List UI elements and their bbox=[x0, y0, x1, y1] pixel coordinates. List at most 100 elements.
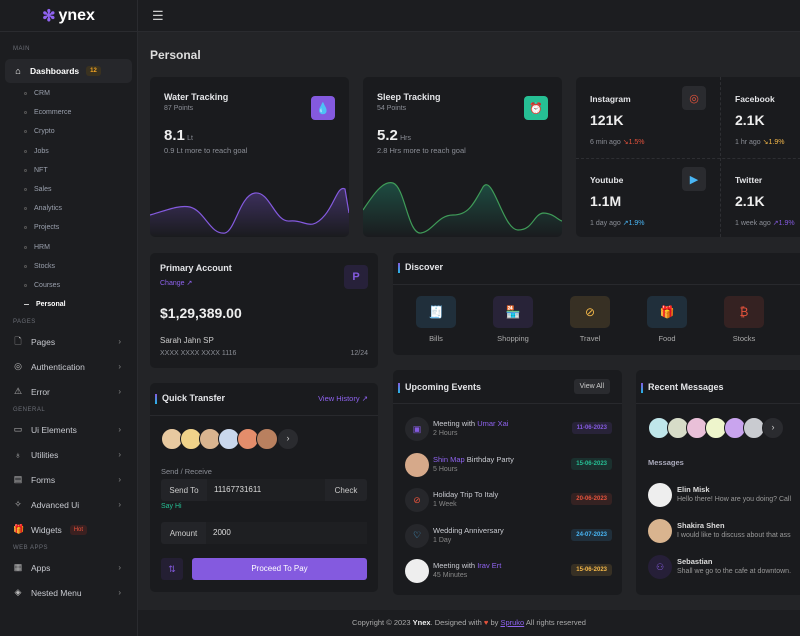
sidebar-subitem-jobs[interactable]: Jobs bbox=[0, 142, 137, 161]
event-item[interactable]: Shin Map Birthday Party 5 Hours 15-06-2023 bbox=[405, 452, 612, 483]
sidebar-subitem-projects[interactable]: Projects bbox=[0, 218, 137, 237]
avatar[interactable] bbox=[256, 428, 278, 450]
sidebar-subitem-hrm[interactable]: HRM bbox=[0, 238, 137, 257]
sidebar-subitem-stocks[interactable]: Stocks bbox=[0, 257, 137, 276]
sidebar-subitem-nft[interactable]: NFT bbox=[0, 161, 137, 180]
bullet-icon bbox=[24, 245, 27, 249]
dashboards-badge: 12 bbox=[86, 66, 101, 76]
unit: Hrs bbox=[400, 135, 411, 142]
section-main: MAIN bbox=[13, 46, 30, 52]
message-item[interactable]: Shakira Shen I would like to discuss abou… bbox=[648, 519, 800, 545]
next-arrow-icon[interactable]: › bbox=[277, 428, 299, 450]
brand-logo[interactable]: ✻ ynex bbox=[0, 0, 137, 32]
social-instagram: Instagram ◎ 121K 6 min ago ↘1.5% bbox=[590, 77, 720, 158]
home-icon: ⌂ bbox=[15, 66, 21, 76]
chevron-right-icon: › bbox=[118, 425, 121, 435]
discover-shopping[interactable]: 🏪 Shopping bbox=[493, 296, 533, 343]
card-number: XXXX XXXX XXXX 1116 bbox=[160, 350, 237, 357]
change-indicator: ↗1.9% bbox=[622, 220, 645, 227]
event-icon: ▣ bbox=[405, 417, 429, 441]
sidebar-subitem-courses[interactable]: Courses bbox=[0, 276, 137, 295]
warning-icon: ⚠ bbox=[13, 386, 23, 397]
next-arrow-icon[interactable]: › bbox=[762, 417, 784, 439]
avatar bbox=[405, 452, 429, 477]
amount-input[interactable]: 2000 bbox=[206, 522, 367, 544]
change-indicator: ↘1.5% bbox=[622, 139, 645, 146]
send-to-input[interactable]: 11167731611 bbox=[207, 479, 325, 501]
proceed-to-pay-button[interactable]: Proceed To Pay bbox=[192, 558, 367, 580]
bullet-icon bbox=[24, 111, 27, 115]
event-item[interactable]: ▣ Meeting with Umar Xai 2 Hours 11-06-2023 bbox=[405, 417, 612, 447]
sidebar-subitem-personal[interactable]: Personal bbox=[0, 295, 137, 314]
discover-stocks[interactable]: ₿ Stocks bbox=[724, 296, 764, 343]
change-link[interactable]: Change ↗ bbox=[160, 280, 193, 287]
bullet-icon bbox=[24, 283, 27, 287]
sidebar-item-error[interactable]: ⚠ Error › bbox=[13, 386, 121, 397]
sidebar-item-widgets[interactable]: 🎁 Widgets Hot bbox=[0, 517, 137, 542]
discover-food[interactable]: 🎁 Food bbox=[647, 296, 687, 343]
sidebar-subitem-crm[interactable]: CRM bbox=[0, 84, 137, 103]
sidebar-item-dashboards[interactable]: ⌂ Dashboards 12 bbox=[5, 59, 132, 83]
sidebar-subitem-ecommerce[interactable]: Ecommerce bbox=[0, 103, 137, 122]
message-item[interactable]: ⚇ Sebastian Shall we go to the cafe at dow… bbox=[648, 555, 800, 581]
chevron-right-icon: › bbox=[118, 588, 121, 598]
event-icon: ♡ bbox=[405, 523, 429, 548]
bullet-icon bbox=[24, 303, 29, 306]
send-to-label: Send To bbox=[169, 485, 199, 495]
card-title: Quick Transfer bbox=[162, 393, 226, 403]
sidebar-item-advanced-ui[interactable]: ✧ Advanced Ui › bbox=[14, 499, 121, 510]
discover-bills[interactable]: 🧾 Bills bbox=[416, 296, 456, 343]
bullet-icon bbox=[24, 168, 27, 172]
sidebar-item-apps[interactable]: ▦ Apps › bbox=[13, 562, 121, 573]
message-avatars: › bbox=[648, 417, 784, 439]
points: 54 Points bbox=[377, 105, 407, 112]
discover-travel[interactable]: ⊘ Travel bbox=[570, 296, 610, 343]
sidebar-item-nested-menu[interactable]: ◈ Nested Menu › bbox=[14, 587, 121, 598]
social-youtube: Youtube ▶ 1.1M 1 day ago ↗1.9% bbox=[590, 158, 720, 237]
instagram-icon: ◎ bbox=[682, 86, 706, 110]
change-indicator: ↘1.9% bbox=[762, 139, 785, 146]
chevron-right-icon: › bbox=[118, 337, 121, 347]
swap-icon[interactable]: ⇅ bbox=[161, 558, 183, 580]
primary-account-card: Primary Account Change ↗ P $1,29,389.00 … bbox=[150, 253, 378, 368]
sidebar-subitem-sales[interactable]: Sales bbox=[0, 180, 137, 199]
event-item[interactable]: Meeting with Irav Ert 45 Minutes 15-06-202… bbox=[405, 559, 612, 589]
company-link[interactable]: Spruko bbox=[500, 618, 525, 627]
recent-messages-card: Recent Messages › Messages Elin Misk Hell… bbox=[636, 370, 800, 595]
water-tracking-card: Water Tracking 87 Points 💧 8.1 Lt 0.9 Lt… bbox=[150, 77, 349, 237]
say-hi-text: Say Hi bbox=[161, 503, 182, 510]
chevron-right-icon: › bbox=[118, 450, 121, 460]
section-general: GENERAL bbox=[13, 407, 46, 414]
send-to-group: Send To 11167731611 Check bbox=[161, 479, 367, 501]
sidebar-subitem-crypto[interactable]: Crypto bbox=[0, 122, 137, 141]
section-pages: PAGES bbox=[13, 319, 36, 326]
message-item[interactable]: Elin Misk Hello there! How are you doing?… bbox=[648, 483, 800, 509]
avatar bbox=[405, 559, 429, 583]
event-item[interactable]: ⊘ Holiday Trip To Italy 1 Week 20-06-2023 bbox=[405, 488, 612, 518]
goal-note: 2.8 Hrs more to reach goal bbox=[377, 146, 466, 155]
external-link-icon: ↗ bbox=[186, 280, 193, 287]
change-indicator: ↗1.9% bbox=[772, 220, 795, 227]
sidebar-item-ui-elements[interactable]: ▭ Ui Elements › bbox=[13, 424, 121, 435]
travel-icon: ⊘ bbox=[570, 296, 610, 328]
event-item[interactable]: ♡ Wedding Anniversary 1 Day 24-07-2023 bbox=[405, 523, 612, 554]
sidebar-item-forms[interactable]: ▤ Forms › bbox=[13, 474, 121, 485]
card-title: Sleep Tracking bbox=[377, 92, 441, 102]
sidebar-item-utilities[interactable]: ♁ Utilities › bbox=[14, 449, 121, 460]
sidebar-subitem-analytics[interactable]: Analytics bbox=[0, 199, 137, 218]
view-all-button[interactable]: View All bbox=[573, 379, 610, 394]
form-icon: ▤ bbox=[13, 474, 23, 485]
water-sparkline bbox=[150, 187, 349, 237]
check-button[interactable]: Check bbox=[334, 485, 358, 495]
sidebar-item-pages[interactable]: 🗋 Pages › bbox=[0, 329, 137, 354]
alarm-clock-icon: ⏰ bbox=[524, 96, 548, 120]
sidebar-item-authentication[interactable]: ◎ Authentication › bbox=[14, 361, 121, 372]
social-facebook: Facebook 2.1K 1 hr ago ↘1.9% bbox=[735, 94, 785, 146]
card-title: Primary Account bbox=[160, 263, 232, 273]
heart-icon: ♥ bbox=[483, 618, 489, 627]
view-history-link[interactable]: View History ↗ bbox=[318, 394, 368, 403]
menu-toggle-icon[interactable]: ☰ bbox=[152, 8, 164, 23]
file-icon: 🗋 bbox=[14, 335, 22, 346]
chevron-right-icon: › bbox=[118, 563, 121, 573]
sleep-sparkline bbox=[363, 182, 562, 237]
